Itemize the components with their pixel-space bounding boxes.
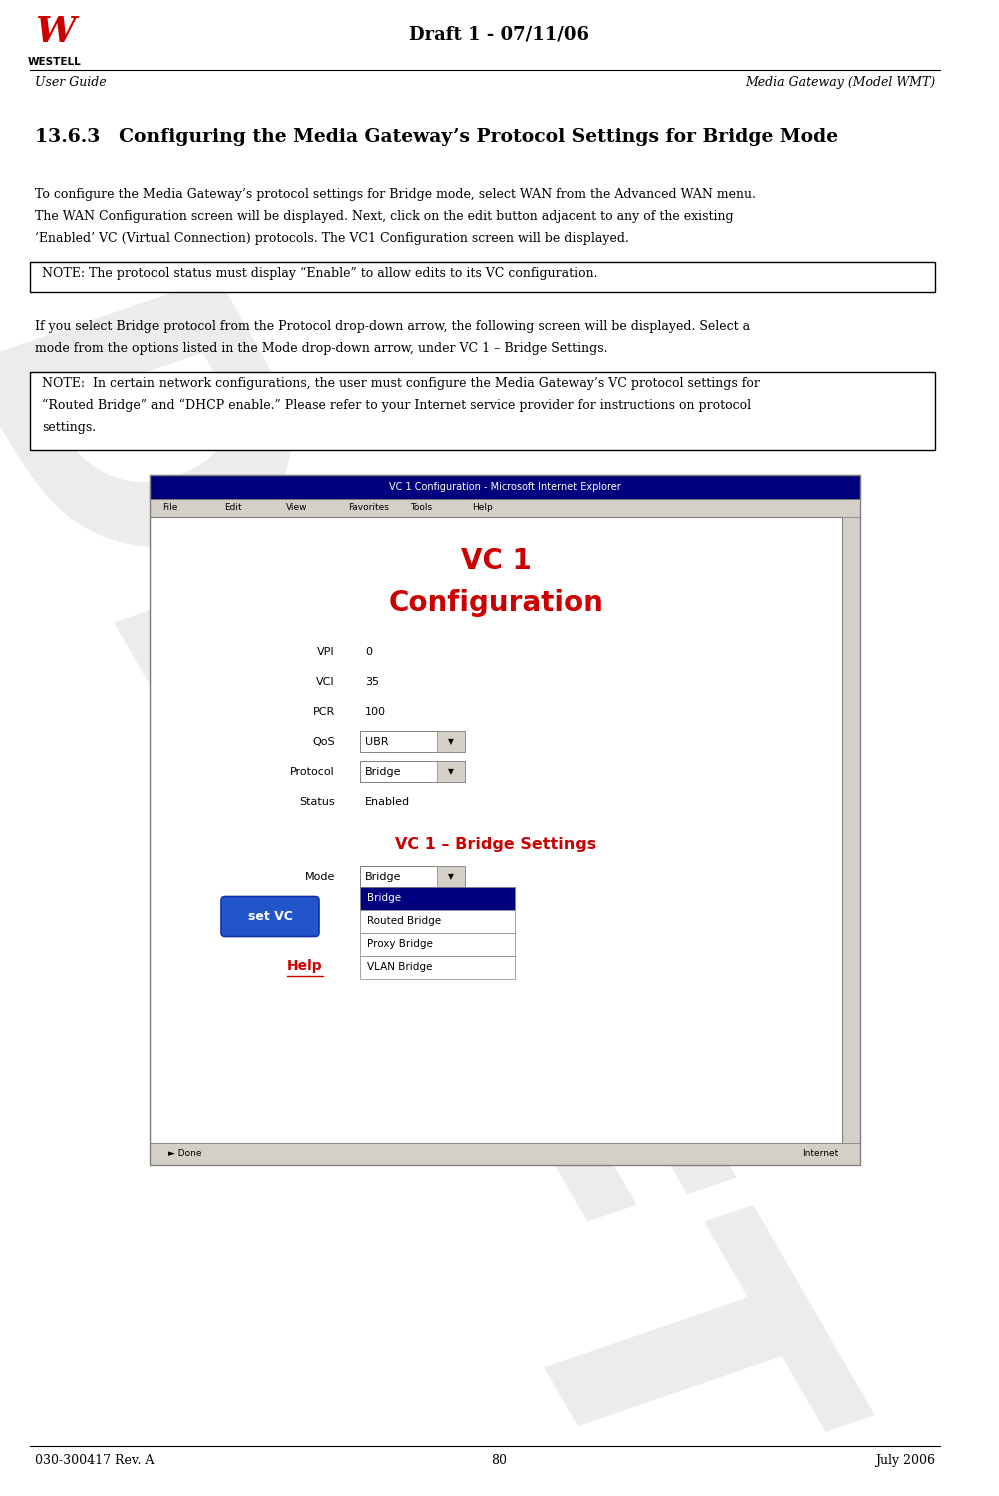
Text: NOTE: The protocol status must display “Enable” to allow edits to its VC configu: NOTE: The protocol status must display “… [42, 266, 597, 280]
Bar [150, 500, 860, 518]
Bar [842, 518, 860, 1143]
Bar [150, 1143, 860, 1165]
Text: If you select Bridge protocol from the Protocol drop-down arrow, the following s: If you select Bridge protocol from the P… [35, 320, 750, 334]
Text: Enabled: Enabled [365, 797, 411, 806]
Text: ‘Enabled’ VC (Virtual Connection) protocols. The VC1 Configuration screen will b: ‘Enabled’ VC (Virtual Connection) protoc… [35, 232, 629, 245]
Text: VCI: VCI [317, 678, 335, 687]
Text: settings.: settings. [42, 420, 96, 434]
Text: VC 1 – Bridge Settings: VC 1 – Bridge Settings [396, 836, 596, 853]
Text: Status: Status [300, 797, 335, 806]
Text: mode from the options listed in the Mode drop-down arrow, under VC 1 – Bridge Se: mode from the options listed in the Mode… [35, 343, 607, 355]
Bar [150, 476, 860, 500]
Text: W: W [35, 15, 75, 49]
Bar [360, 910, 515, 934]
FancyBboxPatch shape [221, 896, 319, 936]
Text: Protocol: Protocol [291, 767, 335, 776]
Bar [30, 373, 935, 450]
Text: UBR: UBR [365, 738, 389, 747]
Text: 80: 80 [492, 1454, 507, 1468]
Text: ► Done: ► Done [168, 1149, 202, 1158]
Text: WESTELL: WESTELL [28, 57, 82, 67]
Bar [150, 476, 860, 1165]
Text: Configuration: Configuration [389, 589, 603, 616]
Text: User Guide: User Guide [35, 76, 107, 88]
Text: To configure the Media Gateway’s protocol settings for Bridge mode, select WAN f: To configure the Media Gateway’s protoco… [35, 188, 756, 200]
Text: Internet: Internet [802, 1149, 838, 1158]
Text: ▼: ▼ [449, 738, 454, 747]
Text: QoS: QoS [313, 738, 335, 747]
Text: 100: 100 [365, 708, 386, 717]
Text: Help: Help [472, 504, 493, 513]
Bar [360, 934, 515, 956]
Bar [437, 866, 465, 887]
Text: 35: 35 [365, 678, 379, 687]
Text: July 2006: July 2006 [875, 1454, 935, 1468]
Text: VLAN Bridge: VLAN Bridge [367, 962, 433, 972]
Text: Edit: Edit [224, 504, 242, 513]
Text: VC 1: VC 1 [461, 548, 531, 574]
Text: Proxy Bridge: Proxy Bridge [367, 939, 433, 950]
Bar [437, 732, 465, 752]
Text: DRAFT: DRAFT [0, 226, 868, 1496]
Text: ▼: ▼ [449, 872, 454, 881]
Text: Bridge: Bridge [365, 767, 402, 776]
Bar [360, 761, 465, 782]
Text: PCR: PCR [313, 708, 335, 717]
Bar [360, 956, 515, 978]
Text: Favorites: Favorites [348, 504, 389, 513]
Text: Media Gateway (Model WMT): Media Gateway (Model WMT) [744, 76, 935, 88]
Text: Draft 1 - 07/11/06: Draft 1 - 07/11/06 [410, 25, 589, 43]
Text: Bridge: Bridge [365, 872, 402, 883]
Text: “Routed Bridge” and “DHCP enable.” Please refer to your Internet service provide: “Routed Bridge” and “DHCP enable.” Pleas… [42, 399, 751, 413]
Text: ▼: ▼ [449, 767, 454, 776]
Bar [437, 761, 465, 782]
Text: Mode: Mode [305, 872, 335, 883]
Bar [30, 262, 935, 292]
Text: VC 1 Configuration - Microsoft Internet Explorer: VC 1 Configuration - Microsoft Internet … [390, 482, 620, 492]
Text: Routed Bridge: Routed Bridge [367, 917, 442, 926]
Text: Help: Help [287, 959, 323, 974]
Bar [360, 887, 515, 910]
Bar [360, 732, 465, 752]
Text: The WAN Configuration screen will be displayed. Next, click on the edit button a: The WAN Configuration screen will be dis… [35, 209, 733, 223]
Text: Bridge: Bridge [367, 893, 402, 904]
Text: set VC: set VC [248, 910, 293, 923]
Text: 030-300417 Rev. A: 030-300417 Rev. A [35, 1454, 155, 1468]
Text: 13.6.3 Configuring the Media Gateway’s Protocol Settings for Bridge Mode: 13.6.3 Configuring the Media Gateway’s P… [35, 129, 838, 147]
Text: 0: 0 [365, 646, 372, 657]
Text: Tools: Tools [410, 504, 433, 513]
Text: VPI: VPI [318, 646, 335, 657]
Bar [150, 518, 842, 1143]
Text: View: View [286, 504, 308, 513]
Bar [360, 866, 465, 887]
Text: File: File [162, 504, 178, 513]
Text: NOTE:  In certain network configurations, the user must configure the Media Gate: NOTE: In certain network configurations,… [42, 377, 760, 390]
